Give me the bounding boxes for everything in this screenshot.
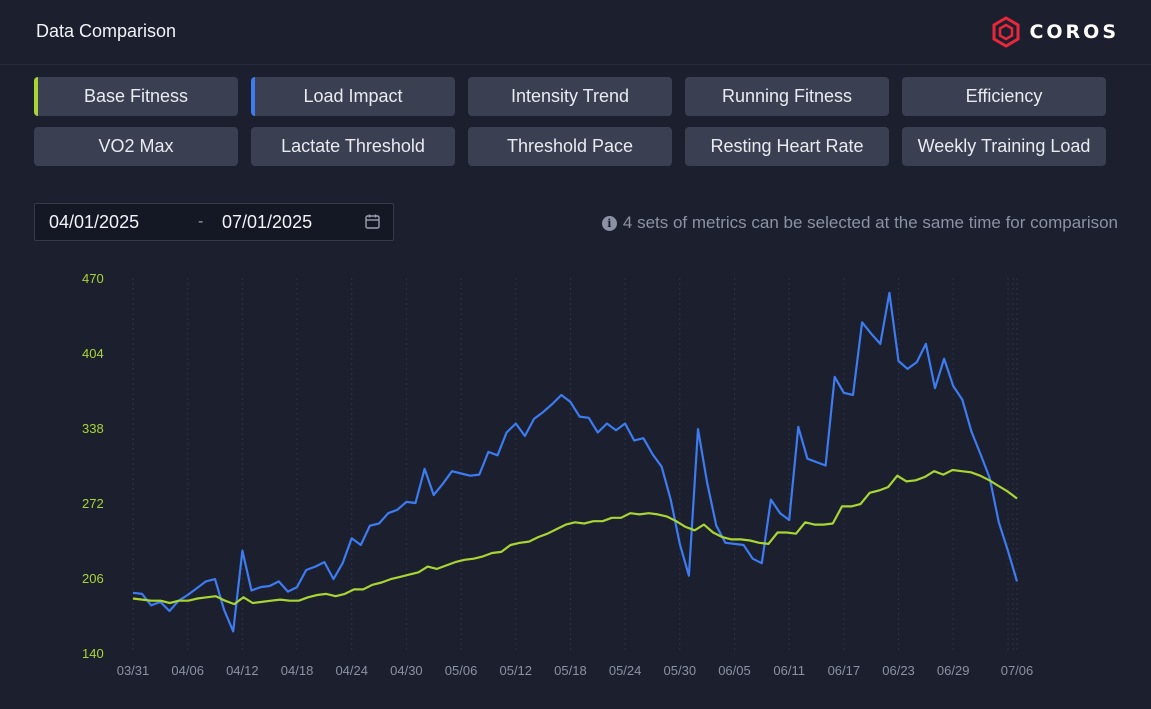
x-tick-label: 04/24: [335, 663, 368, 678]
x-tick-label: 04/06: [171, 663, 204, 678]
metric-label: VO2 Max: [98, 136, 174, 156]
metric-label: Weekly Training Load: [917, 136, 1091, 156]
coros-logo: COROS: [991, 16, 1119, 48]
calendar-icon[interactable]: [365, 214, 380, 229]
date-range-picker[interactable]: -: [34, 203, 394, 241]
x-tick-label: 05/30: [664, 663, 697, 678]
y-tick-label: 272: [82, 496, 104, 511]
x-tick-label: 05/12: [499, 663, 532, 678]
load-impact-line: [132, 291, 1019, 633]
comparison-hint: i 4 sets of metrics can be selected at t…: [601, 213, 1118, 233]
metric-efficiency[interactable]: Efficiency: [902, 77, 1106, 116]
hint-text: 4 sets of metrics can be selected at the…: [622, 213, 1118, 232]
x-tick-label: 04/12: [226, 663, 259, 678]
selected-indicator: [34, 77, 38, 116]
metric-lactate-threshold[interactable]: Lactate Threshold: [251, 127, 455, 166]
metric-weekly-training-load[interactable]: Weekly Training Load: [902, 127, 1106, 166]
x-tick-label: 07/06: [1001, 663, 1034, 678]
x-tick-label: 06/29: [937, 663, 970, 678]
y-tick-label: 206: [82, 571, 104, 586]
x-tick-label: 03/31: [117, 663, 150, 678]
x-tick-label: 06/23: [882, 663, 915, 678]
x-tick-label: 05/06: [445, 663, 478, 678]
metric-label: Intensity Trend: [510, 86, 630, 106]
metric-label: Resting Heart Rate: [710, 136, 864, 156]
x-tick-label: 06/11: [773, 663, 805, 678]
y-tick-label: 338: [82, 421, 104, 436]
logo-text: COROS: [1029, 21, 1119, 43]
date-separator: -: [198, 213, 204, 230]
metric-vo2-max[interactable]: VO2 Max: [34, 127, 238, 166]
metric-load-impact[interactable]: Load Impact: [251, 77, 455, 116]
y-tick-label: 470: [82, 271, 104, 286]
x-tick-label: 06/17: [828, 663, 861, 678]
x-tick-label: 04/30: [390, 663, 423, 678]
x-tick-label: 06/05: [718, 663, 751, 678]
metric-label: Threshold Pace: [506, 136, 634, 156]
x-tick-label: 05/24: [609, 663, 642, 678]
y-tick-label: 140: [82, 646, 104, 661]
comparison-line-chart: 140 206 272 338 404 470 03/31 04/06 04/12 04/18 04…: [82, 271, 1034, 678]
coros-hexagon-icon: [992, 16, 1020, 48]
metric-label: Load Impact: [303, 86, 403, 106]
metric-threshold-pace[interactable]: Threshold Pace: [468, 127, 672, 166]
x-tick-label: 04/18: [281, 663, 314, 678]
metric-label: Base Fitness: [83, 86, 189, 106]
metric-selector: Base Fitness Load Impact Intensity Trend…: [34, 77, 1106, 166]
metric-label: Running Fitness: [721, 86, 853, 106]
y-tick-label: 404: [82, 346, 104, 361]
metric-intensity-trend[interactable]: Intensity Trend: [468, 77, 672, 116]
info-icon: i: [601, 215, 617, 231]
metric-label: Efficiency: [965, 86, 1043, 106]
selected-indicator: [251, 77, 255, 116]
x-tick-label: 05/18: [554, 663, 587, 678]
header: Data Comparison COROS: [0, 0, 1151, 65]
metric-label: Lactate Threshold: [281, 136, 425, 156]
base-fitness-line: [132, 468, 1018, 606]
metric-running-fitness[interactable]: Running Fitness: [685, 77, 889, 116]
metric-base-fitness[interactable]: Base Fitness: [34, 77, 238, 116]
end-date-input[interactable]: [222, 212, 342, 233]
start-date-input[interactable]: [49, 212, 169, 233]
page-title: Data Comparison: [36, 21, 177, 41]
metric-resting-heart-rate[interactable]: Resting Heart Rate: [685, 127, 889, 166]
